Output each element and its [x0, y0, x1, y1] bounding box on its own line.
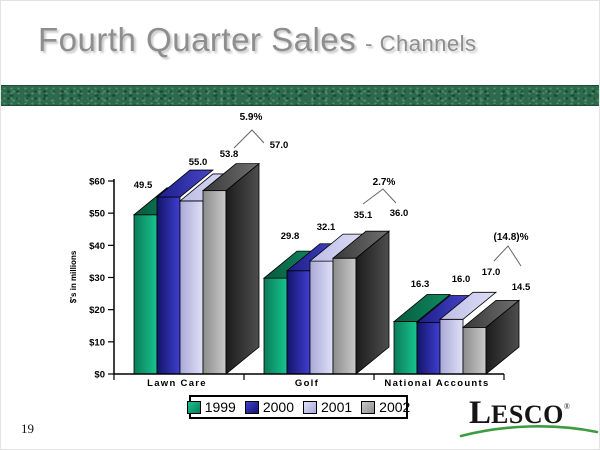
legend-item-2001: 2001 — [303, 400, 352, 414]
pct-annotation-golf: 2.7% — [362, 177, 397, 205]
legend-swatch-2000 — [244, 400, 259, 414]
legend-item-1999: 1999 — [186, 399, 236, 415]
pct-annotation-lawn-care: 5.9% — [233, 112, 265, 149]
legend-label: 1999 — [204, 399, 236, 415]
data-label-1999-golf: 29.8 — [281, 231, 300, 242]
data-label-2002-lawn-care: 57.0 — [270, 140, 289, 151]
page-number: 19 — [21, 421, 34, 436]
data-label-2002-national-accounts: 14.5 — [512, 282, 531, 293]
bar-2001-national-accounts — [438, 291, 498, 375]
data-label-2000-lawn-care: 55.0 — [189, 157, 208, 168]
data-label-2000-golf: 32.1 — [317, 222, 336, 233]
title-main: Fourth Quarter Sales — [38, 21, 357, 58]
pct-annotation-label: (14.8)% — [493, 232, 528, 243]
bar-2002-golf — [331, 230, 391, 375]
legend-label: 2000 — [262, 399, 294, 415]
y-axis-title: $'s in millions — [69, 250, 78, 303]
bar-2000-lawn-care — [155, 169, 215, 375]
y-axis-tick-label: $60 — [89, 177, 105, 188]
annotation-caret-line — [233, 129, 265, 149]
y-axis-tick-label: $30 — [89, 273, 105, 284]
legend-item-2000: 2000 — [244, 399, 294, 415]
logo-swoosh-icon — [459, 425, 599, 438]
data-label-2001-lawn-care: 53.8 — [220, 149, 239, 160]
page-title: Fourth Quarter Sales - Channels — [38, 21, 477, 59]
title-sub: - Channels — [365, 31, 477, 56]
data-label-2000-national-accounts: 16.0 — [452, 274, 471, 285]
data-label-1999-lawn-care: 49.5 — [134, 180, 153, 191]
annotation-caret-line — [362, 188, 397, 205]
logo-letter-l: L — [469, 395, 492, 431]
logo-letters-rest: ESCO — [491, 400, 564, 429]
y-axis-tick-label: $40 — [89, 241, 105, 252]
lesco-logo: LESCO® — [459, 397, 599, 439]
x-axis-category-label: Lawn Care — [147, 378, 207, 389]
pct-annotation-national-accounts: (14.8)% — [493, 232, 529, 267]
pct-annotation-label: 2.7% — [373, 177, 396, 188]
pct-annotation-label: 5.9% — [240, 112, 263, 123]
y-axis-tick-label: $50 — [89, 209, 105, 220]
logo-text: LESCO — [469, 397, 564, 430]
bar-2002-lawn-care — [201, 162, 261, 375]
chart-legend: 1999 2000 2001 2002 — [186, 395, 410, 419]
data-label-1999-national-accounts: 16.3 — [411, 279, 430, 290]
y-axis-tick-label: $10 — [89, 337, 105, 348]
decorative-green-band — [1, 85, 599, 106]
registered-mark-icon: ® — [563, 402, 570, 411]
legend-swatch-2001 — [303, 400, 317, 414]
data-label-2001-national-accounts: 17.0 — [482, 267, 501, 278]
legend-label: 2002 — [379, 399, 411, 415]
legend-swatch-2002 — [361, 400, 376, 414]
x-axis-category-label: National Accounts — [384, 378, 489, 389]
y-axis-tick-label: $0 — [94, 370, 105, 381]
legend-label: 2001 — [321, 399, 353, 415]
bar-2001-golf — [308, 233, 368, 375]
annotation-caret-line — [493, 245, 522, 267]
x-axis-category-label: Golf — [295, 378, 319, 389]
bar-2002-national-accounts — [461, 299, 521, 375]
y-axis-tick-label: $20 — [89, 305, 105, 316]
data-label-2002-golf: 36.0 — [390, 208, 409, 219]
legend-swatch-1999 — [186, 400, 201, 414]
legend-item-2002: 2002 — [361, 400, 410, 414]
data-label-2001-golf: 35.1 — [354, 210, 373, 221]
